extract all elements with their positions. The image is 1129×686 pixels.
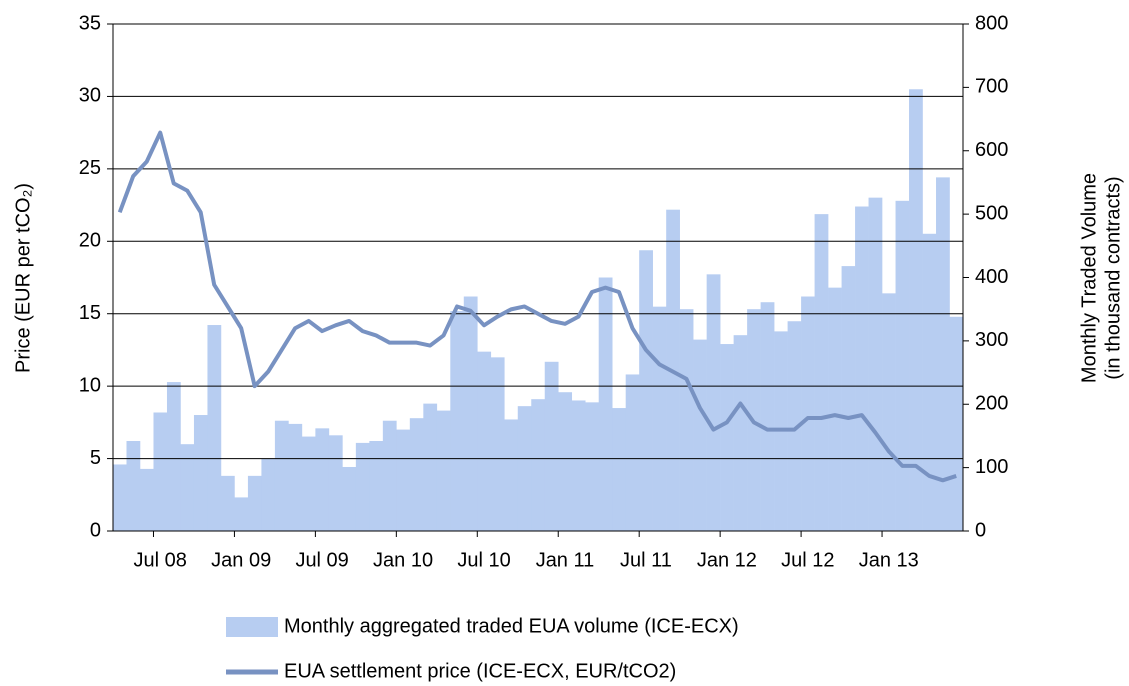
y-tick-label: 10 bbox=[79, 374, 101, 396]
bar bbox=[247, 475, 262, 531]
bar bbox=[571, 400, 586, 531]
bar bbox=[342, 466, 357, 531]
bar bbox=[301, 436, 316, 531]
x-tick-label: Jan 11 bbox=[536, 549, 595, 571]
bar bbox=[733, 335, 748, 531]
bar bbox=[166, 382, 181, 531]
x-tick-label: Jul 10 bbox=[457, 549, 510, 571]
bar bbox=[315, 428, 330, 531]
y2-tick-label: 100 bbox=[975, 456, 1008, 478]
y2-tick-label: 600 bbox=[975, 139, 1008, 161]
bar bbox=[261, 458, 276, 531]
bar bbox=[882, 293, 896, 531]
y2-axis-label: (in thousand contracts) bbox=[1102, 176, 1124, 379]
bar bbox=[895, 200, 910, 531]
y2-tick-label: 300 bbox=[975, 329, 1008, 351]
y2-tick-label: 500 bbox=[975, 202, 1008, 224]
bar bbox=[585, 402, 600, 531]
bar bbox=[652, 306, 667, 531]
y-tick-label: 25 bbox=[79, 157, 101, 179]
bar bbox=[396, 429, 411, 531]
x-tick-label: Jul 12 bbox=[781, 549, 834, 571]
y-tick-label: 15 bbox=[79, 302, 101, 324]
bar bbox=[531, 399, 546, 531]
bar bbox=[814, 214, 829, 531]
bar bbox=[693, 339, 707, 531]
y2-axis-label: Monthly Traded Volume bbox=[1078, 173, 1100, 383]
x-tick-label: Jul 11 bbox=[620, 549, 672, 571]
x-tick-label: Jan 13 bbox=[859, 549, 919, 571]
bar bbox=[801, 296, 815, 531]
bar bbox=[787, 321, 802, 531]
bar bbox=[720, 344, 734, 531]
bar bbox=[598, 277, 613, 531]
x-tick-label: Jan 12 bbox=[697, 549, 757, 571]
y-tick-label: 35 bbox=[79, 12, 101, 34]
y-tick-label: 30 bbox=[79, 85, 101, 107]
bar bbox=[679, 309, 694, 531]
bar bbox=[409, 418, 424, 531]
bar bbox=[355, 442, 370, 531]
y2-tick-label: 700 bbox=[975, 76, 1008, 98]
bar bbox=[288, 423, 303, 531]
legend-label: Monthly aggregated traded EUA volume (IC… bbox=[284, 615, 739, 637]
bar bbox=[639, 250, 653, 531]
bar bbox=[936, 177, 950, 531]
bar bbox=[463, 296, 478, 531]
legend-swatch bbox=[226, 617, 278, 637]
bar bbox=[450, 311, 465, 531]
y-tick-label: 5 bbox=[90, 447, 101, 469]
y-tick-label: 0 bbox=[90, 519, 101, 541]
bar bbox=[113, 464, 127, 531]
bar bbox=[625, 374, 640, 531]
bar bbox=[274, 420, 289, 531]
bar bbox=[369, 441, 384, 531]
bar bbox=[504, 419, 519, 531]
x-tick-label: Jul 09 bbox=[295, 549, 348, 571]
bar bbox=[207, 325, 222, 531]
bar bbox=[220, 475, 235, 531]
bar bbox=[828, 287, 842, 531]
x-tick-label: Jan 10 bbox=[373, 549, 433, 571]
y-tick-label: 20 bbox=[79, 230, 101, 252]
bar bbox=[706, 274, 721, 531]
bar bbox=[126, 441, 141, 531]
bar bbox=[517, 406, 532, 531]
bar bbox=[139, 468, 154, 531]
bar bbox=[544, 361, 559, 531]
bar bbox=[612, 408, 626, 531]
bar bbox=[193, 415, 208, 531]
legend-label: EUA settlement price (ICE-ECX, EUR/tCO2) bbox=[284, 660, 676, 682]
bar bbox=[868, 197, 883, 531]
bar bbox=[909, 89, 923, 532]
y2-tick-label: 400 bbox=[975, 266, 1008, 288]
bar bbox=[153, 412, 168, 531]
bar bbox=[949, 316, 964, 531]
price-line bbox=[117, 130, 957, 483]
bar bbox=[180, 444, 195, 531]
x-tick-label: Jan 09 bbox=[211, 549, 271, 571]
bar bbox=[841, 266, 856, 531]
bar bbox=[490, 357, 505, 531]
bar bbox=[922, 233, 937, 532]
bar bbox=[436, 410, 451, 531]
y2-tick-label: 0 bbox=[975, 519, 986, 541]
bar bbox=[760, 302, 775, 531]
bar bbox=[855, 206, 869, 531]
y2-tick-label: 800 bbox=[975, 12, 1008, 34]
bar bbox=[423, 403, 438, 531]
x-tick-label: Jul 08 bbox=[134, 549, 187, 571]
bar bbox=[477, 351, 492, 531]
bar bbox=[328, 435, 343, 531]
bar bbox=[234, 497, 249, 531]
bar bbox=[382, 420, 397, 531]
y-axis-label: Price (EUR per tCO₂) bbox=[12, 183, 34, 373]
bar bbox=[558, 392, 573, 531]
y2-tick-label: 200 bbox=[975, 393, 1008, 415]
plot-frame bbox=[112, 23, 964, 532]
